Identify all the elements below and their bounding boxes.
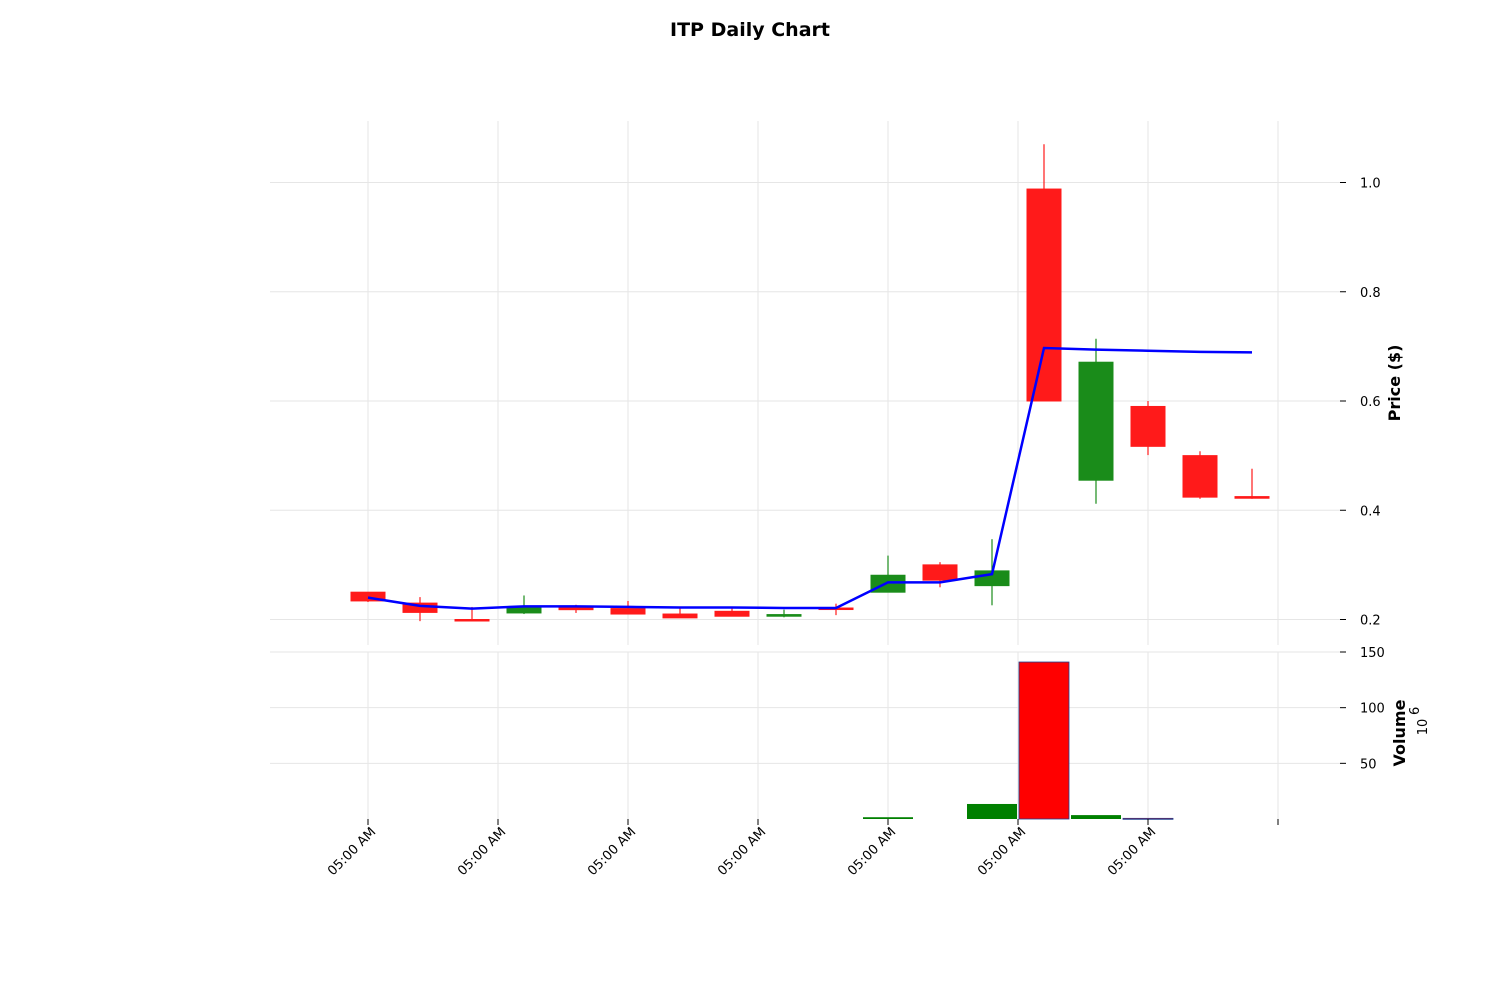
volume-tick-label: 100 xyxy=(1360,702,1385,717)
x-tick-label: 05:00 AM xyxy=(715,825,769,879)
candle-body-down xyxy=(454,619,490,622)
chart-title: ITP Daily Chart xyxy=(670,19,830,41)
x-tick-label: 05:00 AM xyxy=(325,825,379,879)
axes-group: 05:00 AM 05:00 AM 05:00 AM 05:00 AM 05:00 AM… xyxy=(325,177,1385,879)
volume-bar xyxy=(1018,661,1070,820)
candles-group xyxy=(350,144,1270,622)
price-tick-label: 1.0 xyxy=(1360,177,1381,192)
volume-bar xyxy=(1071,815,1121,819)
candle-body-up xyxy=(766,614,802,617)
candle-body-up xyxy=(506,606,542,614)
grid-lines xyxy=(270,121,1340,819)
volume-tick-label: 50 xyxy=(1360,757,1377,772)
price-tick-label: 0.6 xyxy=(1360,395,1381,410)
volume-bars-group xyxy=(863,661,1174,820)
x-tick-label: 05:00 AM xyxy=(845,825,899,879)
candle-body-down xyxy=(1130,405,1166,447)
candle-body-down xyxy=(1182,455,1218,498)
x-tick-label: 05:00 AM xyxy=(585,825,639,879)
x-tick-label: 05:00 AM xyxy=(1105,825,1159,879)
candle-body-down xyxy=(922,564,958,581)
candle-body-down xyxy=(714,610,750,617)
candle-body-down xyxy=(350,591,386,602)
candle-body-down xyxy=(1234,496,1270,499)
volume-bar xyxy=(967,803,1017,819)
candle-body-down xyxy=(610,608,646,615)
volume-tick-label: 150 xyxy=(1360,646,1385,661)
volume-multiplier-base: 10 xyxy=(1416,719,1431,736)
candle-body-up xyxy=(1078,361,1114,481)
price-axis-label: Price ($) xyxy=(1385,345,1404,422)
price-tick-label: 0.8 xyxy=(1360,286,1381,301)
moving-average-line xyxy=(367,346,1253,610)
price-tick-label: 0.2 xyxy=(1360,614,1381,629)
moving-average-group xyxy=(367,346,1253,610)
x-tick-label: 05:00 AM xyxy=(455,825,509,879)
candle-body-down xyxy=(1026,188,1062,402)
volume-multiplier: 10 6 xyxy=(1408,707,1431,736)
volume-multiplier-exponent: 6 xyxy=(1408,707,1423,715)
candle-body-down xyxy=(662,613,698,619)
volume-axis-label: Volume xyxy=(1390,699,1409,766)
x-tick-label: 05:00 AM xyxy=(975,825,1029,879)
price-tick-label: 0.4 xyxy=(1360,504,1381,519)
volume-bar xyxy=(863,817,913,819)
